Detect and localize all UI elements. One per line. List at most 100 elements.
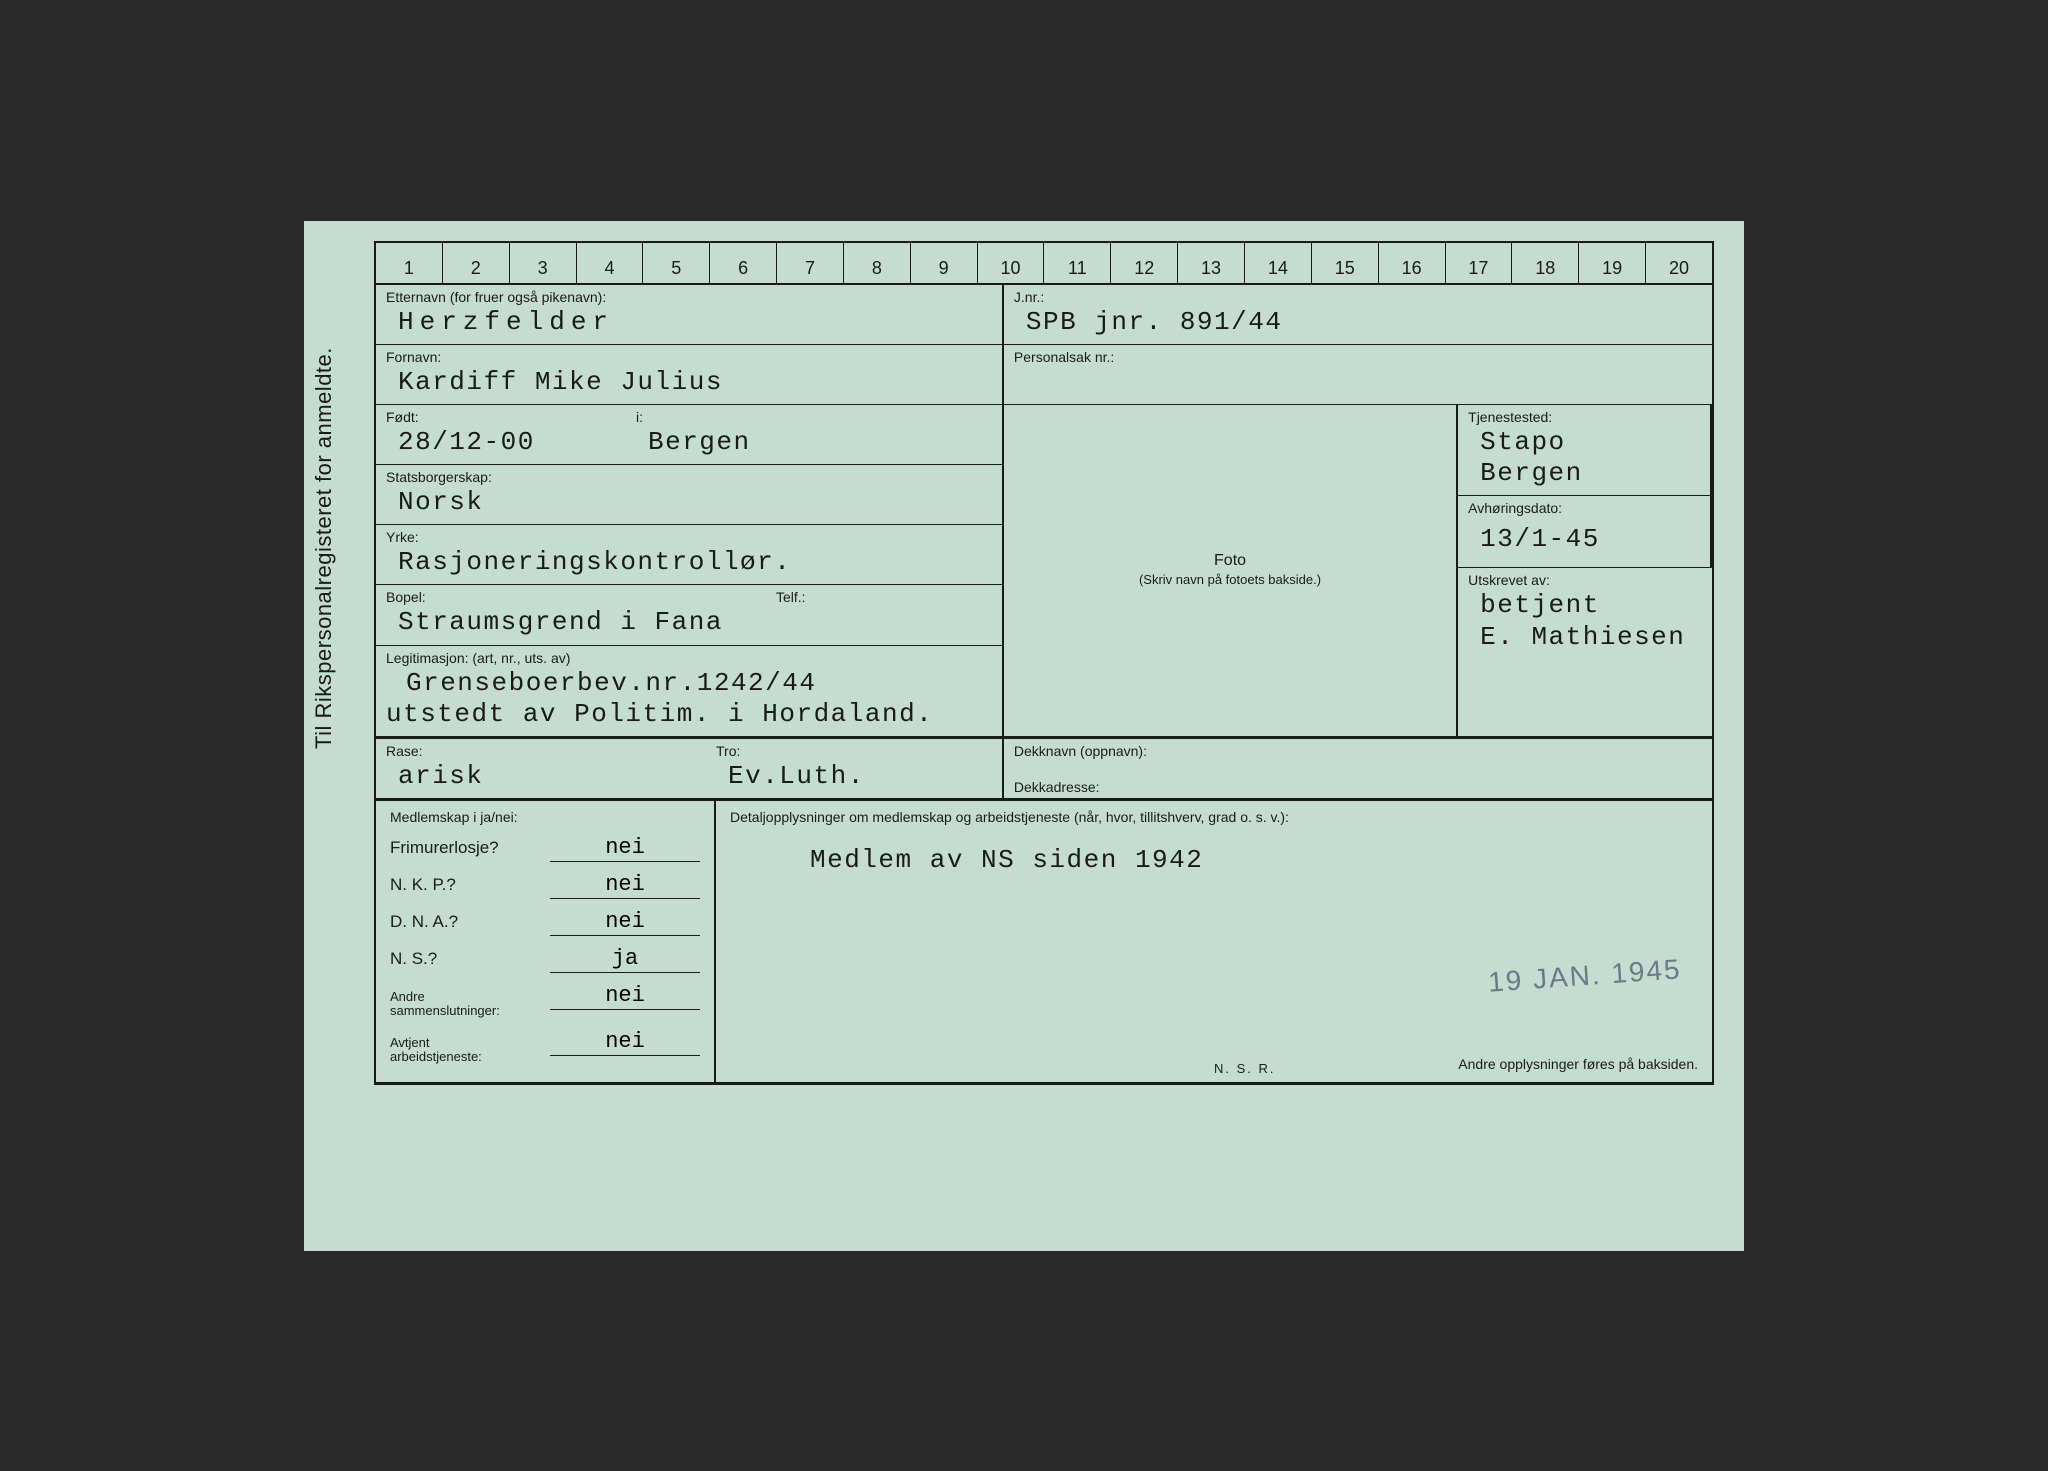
row-dna: D. N. A.? nei xyxy=(390,909,700,936)
value-fodt-i: Bergen xyxy=(636,427,751,458)
cell-dekknavn: Dekknavn (oppnavn): Dekkadresse: xyxy=(1004,739,1712,798)
value-utskrevet-1: betjent xyxy=(1468,590,1702,621)
value-rase: arisk xyxy=(386,761,716,792)
label-dekkadresse: Dekkadresse: xyxy=(1014,779,1702,795)
cell-utskrevet: Utskrevet av: betjent E. Mathiesen xyxy=(1458,568,1712,736)
ruler-tick: 19 xyxy=(1579,243,1646,283)
label-nkp: N. K. P.? xyxy=(390,875,550,895)
row-ns: N. S.? ja xyxy=(390,946,700,973)
value-fornavn: Kardiff Mike Julius xyxy=(386,367,723,397)
value-avhoringsdato: 13/1-45 xyxy=(1468,518,1700,561)
label-ns: N. S.? xyxy=(390,949,550,969)
value-detalj: Medlem av NS siden 1942 xyxy=(730,845,1698,876)
membership-section: Medlemskap i ja/nei: Frimurerlosje? nei … xyxy=(376,798,1712,1082)
value-etternavn: Herzfelder xyxy=(386,307,614,337)
ruler-tick: 15 xyxy=(1312,243,1379,283)
label-dekknavn: Dekknavn (oppnavn): xyxy=(1014,743,1702,759)
value-avtjent: nei xyxy=(550,1029,700,1056)
value-legitimasjon-2: utstedt av Politim. i Hordaland. xyxy=(386,699,992,730)
ruler-tick: 14 xyxy=(1245,243,1312,283)
cell-tjenestested: Tjenestested: Stapo Bergen xyxy=(1458,405,1712,496)
cell-legitimasjon: Legitimasjon: (art, nr., uts. av) Grense… xyxy=(376,646,1004,736)
ruler-tick: 5 xyxy=(643,243,710,283)
ruler-tick: 18 xyxy=(1512,243,1579,283)
row-andre-samm: Andre sammenslutninger: nei xyxy=(390,983,700,1019)
label-fodt: Født: xyxy=(386,409,992,425)
label-utskrevet: Utskrevet av: xyxy=(1468,572,1702,588)
value-bopel: Straumsgrend i Fana xyxy=(386,607,723,637)
label-frimurer: Frimurerlosje? xyxy=(390,838,550,858)
label-andre-samm: Andre sammenslutninger: xyxy=(390,990,550,1019)
ruler-tick: 16 xyxy=(1379,243,1446,283)
cell-bopel: Bopel: Telf.: Straumsgrend i Fana xyxy=(376,585,1004,645)
cell-personalsak: Personalsak nr.: xyxy=(1004,345,1712,405)
ruler-tick: 9 xyxy=(911,243,978,283)
label-fornavn: Fornavn: xyxy=(386,349,992,365)
label-medlemskap: Medlemskap i ja/nei: xyxy=(390,809,700,825)
cell-fodt: Født: i: 28/12-00 Bergen xyxy=(376,405,1004,465)
label-statsborgerskap: Statsborgerskap: xyxy=(386,469,992,485)
main-grid: Etternavn (for fruer også pikenavn): Her… xyxy=(374,283,1714,1086)
registration-card: Til Rikspersonalregisteret for anmeldte.… xyxy=(304,221,1744,1251)
ruler-tick: 7 xyxy=(777,243,844,283)
value-tjenestested-1: Stapo xyxy=(1468,427,1700,458)
ruler-tick: 8 xyxy=(844,243,911,283)
label-avhoringsdato: Avhøringsdato: xyxy=(1468,500,1700,516)
label-tjenestested: Tjenestested: xyxy=(1468,409,1700,425)
label-foto-sub: (Skriv navn på fotoets bakside.) xyxy=(1139,572,1321,587)
row-avtjent: Avtjent arbeidstjeneste: nei xyxy=(390,1029,700,1065)
label-bopel: Bopel: xyxy=(386,589,992,605)
label-foto: Foto xyxy=(1214,552,1246,570)
value-jnr: SPB jnr. 891/44 xyxy=(1014,307,1283,337)
ruler-tick: 17 xyxy=(1446,243,1513,283)
cell-jnr: J.nr.: SPB jnr. 891/44 xyxy=(1004,285,1712,345)
cell-yrke: Yrke: Rasjoneringskontrollør. xyxy=(376,525,1004,585)
ruler-tick: 3 xyxy=(510,243,577,283)
membership-right: Detaljopplysninger om medlemskap og arbe… xyxy=(716,801,1712,1082)
label-fodt-i: i: xyxy=(636,409,643,425)
ruler-tick: 13 xyxy=(1178,243,1245,283)
cell-avhoringsdato: Avhøringsdato: 13/1-45 xyxy=(1458,496,1712,568)
value-fodt: 28/12-00 xyxy=(386,427,636,458)
ruler-tick: 10 xyxy=(978,243,1045,283)
value-tjenestested-2: Bergen xyxy=(1468,458,1700,489)
ruler-tick: 11 xyxy=(1044,243,1111,283)
ruler-tick: 1 xyxy=(376,243,443,283)
ruler-tick: 20 xyxy=(1646,243,1712,283)
value-ns: ja xyxy=(550,946,700,973)
label-rase: Rase: xyxy=(386,743,992,759)
ruler-tick: 12 xyxy=(1111,243,1178,283)
cell-rase-tro: Rase: Tro: arisk Ev.Luth. xyxy=(376,739,1004,798)
row-frimurer: Frimurerlosje? nei xyxy=(390,835,700,862)
label-legitimasjon: Legitimasjon: (art, nr., uts. av) xyxy=(386,650,570,666)
value-legitimasjon-1: Grenseboerbev.nr.1242/44 xyxy=(386,668,816,698)
membership-left: Medlemskap i ja/nei: Frimurerlosje? nei … xyxy=(376,801,716,1082)
vertical-title: Til Rikspersonalregisteret for anmeldte. xyxy=(311,347,337,749)
label-nsr: N. S. R. xyxy=(1214,1061,1276,1076)
ruler-scale: 1 2 3 4 5 6 7 8 9 10 11 12 13 14 15 16 1… xyxy=(374,241,1714,283)
ruler-tick: 2 xyxy=(443,243,510,283)
cell-etternavn: Etternavn (for fruer også pikenavn): Her… xyxy=(376,285,1004,345)
label-jnr: J.nr.: xyxy=(1014,289,1702,305)
cell-foto: Foto (Skriv navn på fotoets bakside.) xyxy=(1004,405,1458,736)
label-yrke: Yrke: xyxy=(386,529,992,545)
row-nkp: N. K. P.? nei xyxy=(390,872,700,899)
value-frimurer: nei xyxy=(550,835,700,862)
value-andre-samm: nei xyxy=(550,983,700,1010)
value-statsborgerskap: Norsk xyxy=(386,487,484,517)
cell-statsborgerskap: Statsborgerskap: Norsk xyxy=(376,465,1004,525)
label-personalsak: Personalsak nr.: xyxy=(1014,349,1702,365)
value-tro: Ev.Luth. xyxy=(716,761,865,792)
ruler-tick: 4 xyxy=(577,243,644,283)
value-utskrevet-2: E. Mathiesen xyxy=(1468,622,1702,653)
value-yrke: Rasjoneringskontrollør. xyxy=(386,547,791,577)
value-nkp: nei xyxy=(550,872,700,899)
label-detalj: Detaljopplysninger om medlemskap og arbe… xyxy=(730,809,1698,825)
ruler-tick: 6 xyxy=(710,243,777,283)
date-stamp: 19 JAN. 1945 xyxy=(1487,954,1682,999)
label-dna: D. N. A.? xyxy=(390,912,550,932)
label-tro: Tro: xyxy=(716,743,740,759)
label-avtjent: Avtjent arbeidstjeneste: xyxy=(390,1036,550,1065)
label-telf: Telf.: xyxy=(776,589,806,605)
label-andre-opp: Andre opplysninger føres på baksiden. xyxy=(1458,1056,1698,1072)
